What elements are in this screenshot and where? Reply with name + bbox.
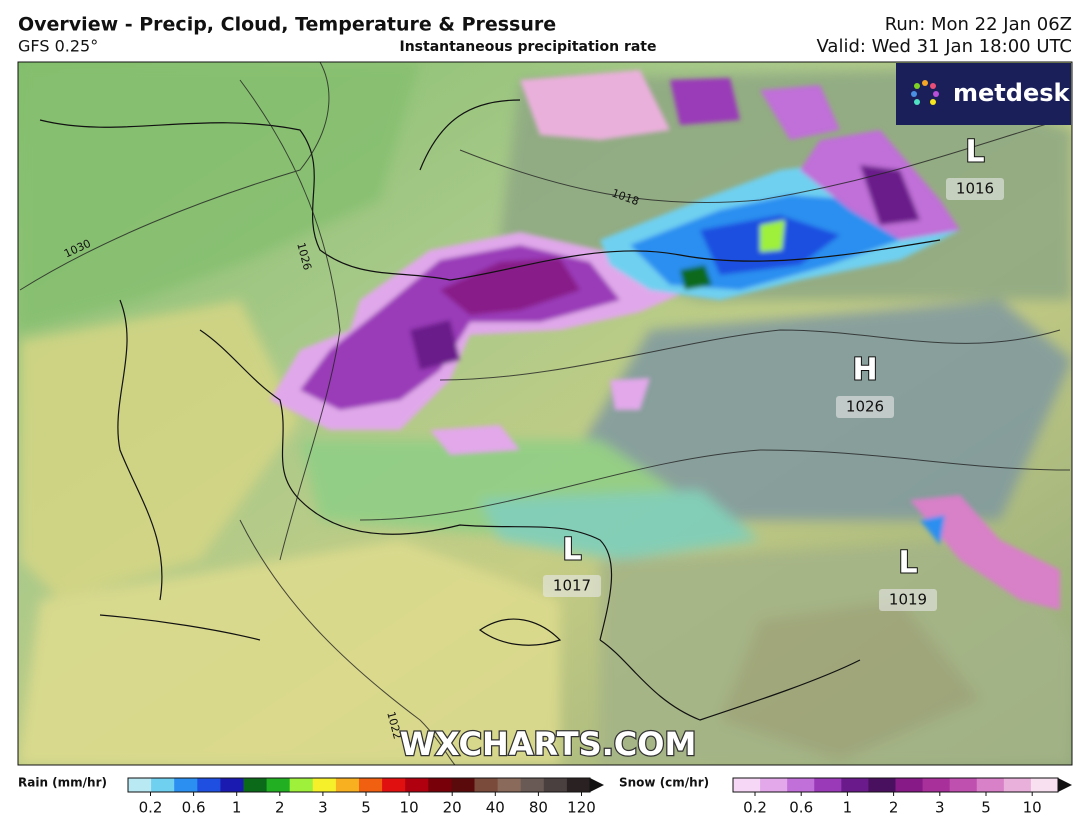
rain-colorbar: 0.2 0.6 1 2 3 5 10 20 40 80 120 bbox=[127, 777, 604, 817]
valid-time: Valid: Wed 31 Jan 18:00 UTC bbox=[817, 36, 1073, 57]
tick-label: 20 bbox=[443, 799, 462, 817]
pressure-value: 1017 bbox=[553, 577, 591, 595]
color-swatch bbox=[566, 778, 591, 792]
color-swatch bbox=[868, 778, 896, 792]
product: Instantaneous precipitation rate bbox=[400, 39, 657, 55]
tick-label: 0.2 bbox=[139, 799, 163, 817]
color-swatch bbox=[312, 778, 337, 792]
logo: metdesk bbox=[896, 63, 1071, 125]
pressure-value: 1019 bbox=[889, 591, 927, 609]
high-letter: H bbox=[852, 353, 877, 388]
color-swatch bbox=[976, 778, 1005, 792]
tick-label: 5 bbox=[361, 799, 371, 817]
color-swatch bbox=[787, 778, 815, 792]
snow-legend-label: Snow (cm/hr) bbox=[619, 776, 709, 790]
color-swatch bbox=[1030, 778, 1059, 792]
color-swatch bbox=[382, 778, 406, 792]
colorbar-arrow bbox=[1058, 778, 1072, 792]
tick-label: 0.6 bbox=[789, 799, 813, 817]
logo-text: metdesk bbox=[953, 79, 1071, 107]
low-letter: L bbox=[898, 546, 917, 581]
color-swatch bbox=[814, 778, 842, 792]
pressure-centre: H 1026 bbox=[836, 352, 894, 418]
map: 1030 1026 1018 1022 L 1016 H 1026 L 1017… bbox=[18, 62, 1072, 765]
color-swatch bbox=[543, 778, 568, 792]
watermark: WXCHARTS.COM bbox=[400, 725, 697, 763]
color-swatch bbox=[266, 778, 291, 792]
color-swatch bbox=[922, 778, 951, 792]
low-letter: L bbox=[965, 135, 984, 170]
color-swatch bbox=[949, 778, 978, 792]
color-swatch bbox=[128, 778, 152, 792]
color-swatch bbox=[760, 778, 788, 792]
pressure-value: 1026 bbox=[846, 398, 884, 416]
color-swatch bbox=[405, 778, 429, 792]
color-swatch bbox=[197, 778, 221, 792]
tick-label: 10 bbox=[1023, 799, 1042, 817]
color-swatch bbox=[335, 778, 360, 792]
color-swatch bbox=[895, 778, 924, 792]
pressure-centre: L 1017 bbox=[543, 532, 601, 597]
color-swatch bbox=[733, 778, 761, 792]
tick-label: 5 bbox=[981, 799, 991, 817]
run-time: Run: Mon 22 Jan 06Z bbox=[885, 14, 1072, 35]
tick-label: 0.2 bbox=[743, 799, 767, 817]
tick-label: 120 bbox=[567, 799, 596, 817]
color-swatch bbox=[520, 778, 545, 792]
tick-label: 1 bbox=[232, 799, 242, 817]
color-swatch bbox=[428, 778, 452, 792]
tick-label: 0.6 bbox=[182, 799, 206, 817]
model: GFS 0.25° bbox=[18, 37, 98, 56]
snow-colorbar: 0.2 0.6 1 2 3 5 10 bbox=[732, 777, 1072, 817]
tick-label: 3 bbox=[935, 799, 945, 817]
color-swatch bbox=[474, 778, 499, 792]
color-swatch bbox=[243, 778, 268, 792]
color-swatch bbox=[1003, 778, 1032, 792]
color-swatch bbox=[841, 778, 869, 792]
tick-label: 2 bbox=[275, 799, 285, 817]
pressure-value: 1016 bbox=[956, 180, 994, 198]
color-swatch bbox=[151, 778, 175, 792]
colorbar-arrow bbox=[590, 778, 604, 792]
color-swatch bbox=[497, 778, 522, 792]
tick-label: 3 bbox=[318, 799, 328, 817]
rain-legend-label: Rain (mm/hr) bbox=[18, 776, 107, 790]
color-swatch bbox=[451, 778, 475, 792]
color-swatch bbox=[289, 778, 314, 792]
color-swatch bbox=[359, 778, 383, 792]
pressure-centre: L 1016 bbox=[946, 134, 1004, 200]
pressure-centre: L 1019 bbox=[879, 545, 937, 611]
tick-label: 2 bbox=[889, 799, 899, 817]
color-swatch bbox=[220, 778, 244, 792]
tick-label: 80 bbox=[529, 799, 548, 817]
title: Overview - Precip, Cloud, Temperature & … bbox=[18, 14, 556, 36]
tick-label: 1 bbox=[843, 799, 853, 817]
map-frame bbox=[17, 61, 1073, 766]
low-letter: L bbox=[562, 533, 581, 568]
tick-label: 40 bbox=[486, 799, 505, 817]
tick-label: 10 bbox=[400, 799, 419, 817]
color-swatch bbox=[174, 778, 198, 792]
